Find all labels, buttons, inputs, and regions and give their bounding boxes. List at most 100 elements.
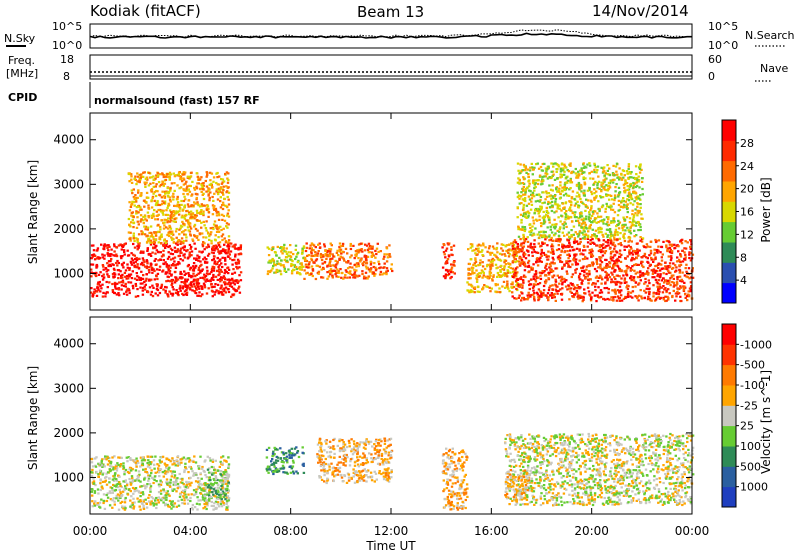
echo-cell	[547, 296, 550, 299]
echo-cell	[444, 277, 447, 280]
echo-cell	[188, 268, 192, 271]
echo-cell	[666, 268, 669, 271]
echo-cell	[633, 182, 637, 185]
echo-cell	[167, 234, 171, 238]
echo-cell	[106, 252, 109, 256]
echo-cell	[580, 185, 583, 188]
echo-cell	[201, 193, 204, 196]
cpid-label: CPID	[8, 91, 37, 104]
date-title: 14/Nov/2014	[592, 2, 689, 20]
echo-cell	[181, 287, 185, 290]
echo-cell	[310, 273, 313, 276]
echo-cell	[492, 274, 495, 277]
echo-cell	[578, 224, 581, 227]
echo-cell	[675, 260, 679, 263]
echo-cell	[586, 234, 590, 237]
echo-cell	[279, 246, 282, 250]
echo-cell	[506, 271, 510, 274]
echo-cell	[554, 280, 558, 283]
echo-cell	[154, 246, 157, 249]
echo-cell	[596, 184, 599, 187]
echo-cell	[96, 283, 100, 286]
echo-cell	[556, 274, 559, 277]
echo-cell	[172, 257, 175, 260]
echo-cell	[524, 275, 527, 279]
echo-cell	[543, 162, 546, 165]
echo-cell	[673, 247, 676, 250]
echo-cell	[142, 215, 145, 219]
echo-cell	[597, 239, 601, 242]
echo-cell	[289, 258, 292, 261]
echo-cell	[186, 284, 189, 287]
echo-cell	[144, 265, 147, 268]
echo-cell	[537, 212, 540, 215]
echo-cell	[363, 254, 367, 257]
echo-cell	[658, 290, 661, 293]
echo-cell	[140, 218, 143, 221]
echo-cell	[616, 257, 619, 260]
echo-cell	[507, 249, 510, 252]
echo-cell	[183, 248, 186, 251]
echo-cell	[149, 254, 153, 257]
echo-cell	[523, 229, 526, 233]
echo-cell	[507, 265, 511, 269]
echo-cell	[139, 214, 143, 217]
echo-cell	[180, 203, 183, 206]
echo-cell	[151, 251, 154, 254]
echo-cell	[600, 244, 604, 247]
echo-cell	[524, 166, 527, 169]
echo-cell	[562, 194, 566, 197]
echo-cell	[158, 203, 162, 207]
echo-cell	[143, 233, 147, 236]
echo-cell	[179, 247, 183, 250]
echo-cell	[134, 175, 137, 178]
echo-cell	[207, 215, 210, 218]
nave-tick-bottom: 0	[708, 70, 715, 83]
echo-cell	[134, 199, 138, 202]
echo-cell	[688, 253, 691, 256]
echo-cell	[166, 221, 169, 224]
echo-cell	[236, 258, 240, 261]
echo-cell	[618, 281, 621, 284]
echo-cell	[219, 276, 223, 279]
echo-cell	[561, 243, 564, 246]
echo-cell	[329, 248, 333, 251]
echo-cell	[572, 233, 575, 236]
echo-cell	[367, 268, 371, 271]
echo-cell	[188, 184, 191, 187]
echo-cell	[590, 214, 594, 217]
echo-cell	[514, 267, 518, 270]
echo-cell	[512, 270, 515, 273]
echo-cell	[371, 247, 374, 250]
echo-cell	[338, 242, 342, 245]
echo-cell	[578, 193, 581, 196]
echo-cell	[282, 264, 285, 267]
echo-cell	[157, 181, 161, 184]
echo-cell	[526, 298, 529, 301]
echo-cell	[608, 198, 611, 201]
echo-cell	[590, 261, 594, 264]
echo-cell	[570, 229, 573, 232]
echo-cell	[596, 165, 600, 168]
echo-cell	[609, 221, 613, 224]
echo-cell	[139, 206, 142, 209]
echo-cell	[562, 167, 565, 170]
echo-cell	[190, 254, 193, 257]
echo-cell	[539, 294, 542, 297]
echo-cell	[180, 498, 183, 501]
echo-cell	[205, 236, 208, 239]
echo-cell	[664, 267, 667, 270]
echo-cell	[148, 231, 151, 234]
echo-cell	[629, 226, 632, 229]
echo-cell	[613, 211, 617, 214]
echo-cell	[236, 281, 239, 284]
echo-cell	[588, 264, 591, 268]
echo-cell	[519, 264, 522, 267]
echo-cell	[661, 253, 664, 256]
echo-cell	[616, 233, 619, 236]
echo-cell	[549, 251, 553, 254]
echo-cell	[622, 234, 625, 237]
echo-cell	[196, 229, 199, 232]
echo-cell	[551, 184, 554, 187]
echo-cell	[521, 286, 524, 289]
